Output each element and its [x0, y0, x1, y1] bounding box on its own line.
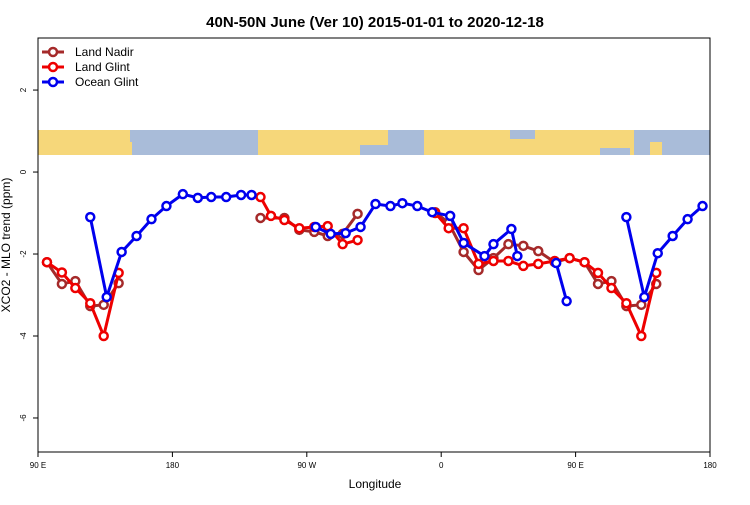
y-axis-label: XCO2 - MLO trend (ppm)	[0, 178, 13, 313]
legend-label: Land Glint	[75, 60, 130, 74]
y-tick-label: -6	[19, 414, 28, 422]
data-point	[621, 297, 632, 309]
data-point	[98, 330, 109, 342]
x-tick-label: 0	[439, 461, 444, 470]
data-point	[85, 297, 96, 309]
data-point	[621, 211, 632, 223]
data-point	[697, 200, 708, 212]
data-point	[370, 198, 381, 210]
data-point	[56, 278, 68, 290]
data-point	[279, 214, 290, 226]
data-point	[255, 212, 266, 224]
plot-frame	[37, 37, 711, 453]
y-tick-label: -2	[19, 250, 28, 258]
data-point	[294, 222, 305, 234]
data-point	[639, 291, 650, 303]
y-tick-label: 0	[19, 169, 28, 174]
data-point	[235, 189, 247, 201]
data-point	[340, 227, 351, 239]
data-point	[479, 250, 490, 262]
data-point	[682, 213, 693, 225]
y-tick-label: -4	[19, 332, 28, 340]
data-point	[385, 200, 396, 212]
data-point	[325, 228, 336, 240]
data-point	[205, 191, 217, 203]
x-tick-label: 90 W	[297, 461, 316, 470]
data-point	[246, 189, 257, 201]
data-point	[636, 330, 647, 342]
data-point	[177, 188, 189, 200]
data-point	[255, 191, 266, 203]
x-tick-label: 90 E	[567, 461, 583, 470]
data-point	[473, 258, 484, 270]
legend-swatch-point	[47, 61, 59, 73]
data-point	[564, 252, 575, 264]
data-point	[561, 295, 572, 307]
data-point	[70, 282, 81, 294]
data-point	[412, 200, 423, 212]
data-point	[352, 208, 363, 220]
legend-label: Land Nadir	[75, 45, 134, 59]
legend-swatch-point	[47, 46, 59, 58]
data-point	[41, 256, 53, 268]
data-point	[579, 256, 590, 268]
data-point	[131, 230, 142, 242]
data-point	[592, 267, 604, 279]
map-band	[38, 130, 710, 155]
data-point	[337, 238, 348, 250]
data-point	[161, 200, 172, 212]
data-point	[488, 238, 499, 250]
data-point	[667, 230, 678, 242]
data-point	[592, 278, 604, 290]
legend-swatch-point	[47, 76, 59, 88]
series-line	[434, 212, 658, 341]
data-point	[606, 282, 617, 294]
legend-label: Ocean Glint	[75, 75, 139, 89]
data-point	[352, 234, 363, 246]
data-point	[355, 221, 366, 233]
data-point	[458, 222, 469, 234]
data-point	[397, 197, 408, 209]
data-point	[488, 255, 499, 267]
data-point	[426, 206, 438, 218]
data-point	[518, 260, 529, 272]
data-point	[443, 222, 454, 234]
data-point	[101, 291, 112, 303]
data-point	[192, 192, 204, 204]
data-point	[116, 246, 127, 258]
data-point	[550, 257, 562, 269]
data-point	[506, 223, 517, 235]
data-point	[56, 267, 68, 278]
chart-title: 40N-50N June (Ver 10) 2015-01-01 to 2020…	[206, 14, 544, 31]
data-point	[503, 238, 514, 250]
data-point	[533, 245, 544, 257]
data-point	[220, 191, 232, 203]
data-point	[518, 240, 529, 252]
data-point	[458, 237, 469, 249]
data-point	[265, 210, 277, 222]
data-point	[458, 246, 469, 258]
y-tick-label: 2	[19, 87, 28, 92]
data-point	[444, 210, 456, 222]
data-point	[533, 258, 544, 270]
x-tick-label: 90 E	[30, 461, 46, 470]
data-point	[652, 247, 663, 259]
data-point	[503, 255, 514, 267]
data-point	[310, 221, 322, 233]
data-point	[85, 211, 96, 223]
data-point	[146, 213, 157, 225]
series-line	[554, 262, 569, 302]
data-point	[512, 250, 523, 262]
x-tick-label: 180	[703, 461, 717, 470]
x-tick-label: 180	[166, 461, 180, 470]
x-axis-label: Longitude	[349, 477, 402, 491]
